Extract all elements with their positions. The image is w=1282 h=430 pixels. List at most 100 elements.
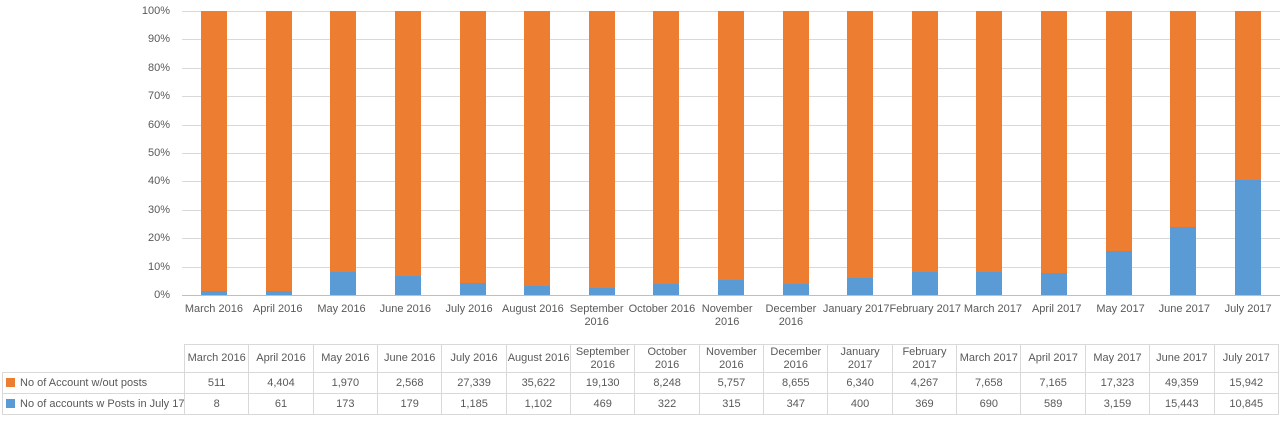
bar-segment-accounts-with-posts[interactable] (1105, 251, 1132, 295)
table-value-cell[interactable]: 6,340 (827, 372, 893, 394)
bar-segment-accounts-with-posts[interactable] (459, 283, 486, 295)
legend-cell[interactable]: No of Account w/out posts (2, 372, 185, 394)
table-value-cell[interactable]: 322 (634, 393, 700, 415)
table-header-cell[interactable]: November 2016 (698, 344, 765, 373)
stacked-bar-january-2017 (847, 11, 874, 295)
data-table: March 2016 April 2016 May 2016 June 2016 Jul… (2, 344, 1279, 415)
table-value-cell[interactable]: 8 (183, 393, 250, 415)
table-value-cell[interactable]: 7,658 (956, 372, 1022, 394)
table-value-cell[interactable]: 589 (1020, 393, 1086, 415)
bar-segment-accounts-without-posts[interactable] (330, 11, 357, 273)
table-value-cell[interactable]: 1,102 (505, 393, 572, 415)
table-value-cell[interactable]: 173 (312, 393, 379, 415)
table-header-cell[interactable]: December 2016 (763, 344, 829, 373)
bar-segment-accounts-without-posts[interactable] (524, 11, 551, 287)
bar-segment-accounts-with-posts[interactable] (588, 288, 615, 295)
table-value-cell[interactable]: 15,942 (1213, 372, 1279, 394)
bar-segment-accounts-with-posts[interactable] (524, 286, 551, 295)
table-value-cell[interactable]: 400 (827, 393, 893, 415)
category-august-2016 (505, 11, 570, 295)
table-value-cell[interactable]: 4,267 (891, 372, 958, 394)
bar-segment-accounts-without-posts[interactable] (588, 11, 615, 289)
bar-segment-accounts-without-posts[interactable] (201, 11, 228, 291)
table-value-cell[interactable]: 27,339 (441, 372, 507, 394)
bar-segment-accounts-with-posts[interactable] (976, 271, 1003, 295)
table-value-cell[interactable]: 1,185 (441, 393, 507, 415)
table-value-cell[interactable]: 315 (698, 393, 765, 415)
table-value-cell[interactable]: 10,845 (1213, 393, 1279, 415)
table-value-cell[interactable]: 469 (570, 393, 636, 415)
bar-segment-accounts-without-posts[interactable] (847, 11, 874, 279)
bar-segment-accounts-without-posts[interactable] (782, 11, 809, 285)
bar-segment-accounts-with-posts[interactable] (653, 284, 680, 295)
bar-segment-accounts-with-posts[interactable] (201, 290, 228, 295)
bar-segment-accounts-with-posts[interactable] (1170, 227, 1197, 295)
table-header-cell[interactable]: July 2016 (441, 344, 507, 373)
table-corner-cell (3, 345, 185, 373)
bar-segment-accounts-with-posts[interactable] (1234, 180, 1261, 295)
table-header-cell[interactable]: January 2017 (827, 344, 893, 373)
table-header-cell[interactable]: October 2016 (634, 344, 700, 373)
bar-segment-accounts-with-posts[interactable] (330, 272, 357, 295)
table-value-cell[interactable]: 17,323 (1084, 372, 1151, 394)
bar-segment-accounts-without-posts[interactable] (1234, 11, 1261, 181)
x-axis-tick-label: April 2017 (1031, 303, 1082, 315)
table-header-cell[interactable]: May 2016 (312, 344, 379, 373)
stacked-bar-march-2016 (201, 11, 228, 295)
table-value-cell[interactable]: 61 (248, 393, 314, 415)
category-june-2017 (1151, 11, 1216, 295)
bar-segment-accounts-with-posts[interactable] (911, 272, 938, 295)
table-header-cell[interactable]: August 2016 (505, 344, 572, 373)
table-value-cell[interactable]: 347 (763, 393, 829, 415)
table-header-cell[interactable]: April 2017 (1020, 344, 1086, 373)
table-header-cell[interactable]: June 2017 (1149, 344, 1215, 373)
bar-segment-accounts-without-posts[interactable] (653, 11, 680, 285)
bar-segment-accounts-without-posts[interactable] (1170, 11, 1197, 228)
y-axis-tick-label: 80% (147, 61, 170, 74)
bar-segment-accounts-with-posts[interactable] (718, 280, 745, 295)
table-value-cell[interactable]: 19,130 (570, 372, 636, 394)
table-value-cell[interactable]: 3,159 (1084, 393, 1151, 415)
bar-segment-accounts-without-posts[interactable] (718, 11, 745, 281)
table-header-cell[interactable]: June 2016 (377, 344, 443, 373)
plot-area (182, 11, 1280, 296)
x-axis-tick-label: October 2016 (628, 303, 696, 315)
bar-segment-accounts-with-posts[interactable] (265, 291, 292, 295)
table-header-cell[interactable]: September 2016 (570, 344, 636, 373)
table-value-cell[interactable]: 7,165 (1020, 372, 1086, 394)
bar-segment-accounts-without-posts[interactable] (1041, 11, 1068, 274)
table-value-cell[interactable]: 511 (183, 372, 250, 394)
table-header-cell[interactable]: July 2017 (1213, 344, 1279, 373)
bar-segment-accounts-without-posts[interactable] (395, 11, 422, 277)
table-value-cell[interactable]: 690 (956, 393, 1022, 415)
bar-segment-accounts-without-posts[interactable] (459, 11, 486, 284)
table-value-cell[interactable]: 4,404 (248, 372, 314, 394)
table-value-cell[interactable]: 179 (377, 393, 443, 415)
table-header-cell[interactable]: March 2016 (183, 344, 250, 373)
bar-segment-accounts-with-posts[interactable] (847, 278, 874, 295)
table-value-cell[interactable]: 8,248 (634, 372, 700, 394)
bar-segment-accounts-with-posts[interactable] (395, 276, 422, 295)
bar-segment-accounts-without-posts[interactable] (1105, 11, 1132, 252)
table-value-cell[interactable]: 5,757 (698, 372, 765, 394)
table-value-cell[interactable]: 35,622 (505, 372, 572, 394)
legend-cell[interactable]: No of accounts w Posts in July 17 (2, 393, 185, 415)
table-value-cell[interactable]: 2,568 (377, 372, 443, 394)
stacked-bar-september-2016 (588, 11, 615, 295)
table-header-cell[interactable]: March 2017 (956, 344, 1022, 373)
bar-segment-accounts-without-posts[interactable] (911, 11, 938, 273)
x-axis-tick-label: December 2016 (765, 303, 817, 328)
bar-segment-accounts-with-posts[interactable] (1041, 273, 1068, 295)
table-header-cell[interactable]: April 2016 (248, 344, 314, 373)
x-axis-tick-label: July 2016 (445, 303, 493, 315)
table-value-cell[interactable]: 15,443 (1149, 393, 1215, 415)
table-value-cell[interactable]: 8,655 (763, 372, 829, 394)
table-value-cell[interactable]: 49,359 (1149, 372, 1215, 394)
table-header-cell[interactable]: February 2017 (891, 344, 958, 373)
table-value-cell[interactable]: 369 (891, 393, 958, 415)
table-header-cell[interactable]: May 2017 (1084, 344, 1151, 373)
bar-segment-accounts-without-posts[interactable] (265, 11, 292, 292)
table-value-cell[interactable]: 1,970 (312, 372, 379, 394)
bar-segment-accounts-with-posts[interactable] (782, 284, 809, 295)
bar-segment-accounts-without-posts[interactable] (976, 11, 1003, 272)
